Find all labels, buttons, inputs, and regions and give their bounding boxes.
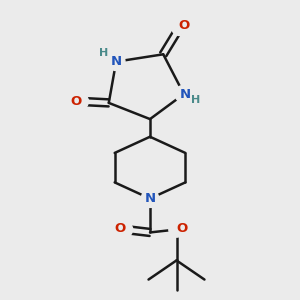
Text: N: N bbox=[180, 88, 191, 100]
Text: O: O bbox=[176, 221, 188, 235]
Text: O: O bbox=[178, 19, 190, 32]
Circle shape bbox=[175, 85, 193, 103]
Text: O: O bbox=[114, 221, 125, 235]
Circle shape bbox=[172, 20, 187, 35]
Circle shape bbox=[117, 222, 133, 237]
Text: H: H bbox=[99, 48, 108, 59]
Text: H: H bbox=[191, 95, 200, 105]
Circle shape bbox=[141, 190, 159, 207]
Circle shape bbox=[169, 222, 184, 237]
Text: N: N bbox=[111, 55, 122, 68]
Circle shape bbox=[73, 94, 88, 109]
Text: O: O bbox=[70, 95, 81, 108]
Text: N: N bbox=[144, 192, 156, 205]
Circle shape bbox=[107, 53, 125, 70]
